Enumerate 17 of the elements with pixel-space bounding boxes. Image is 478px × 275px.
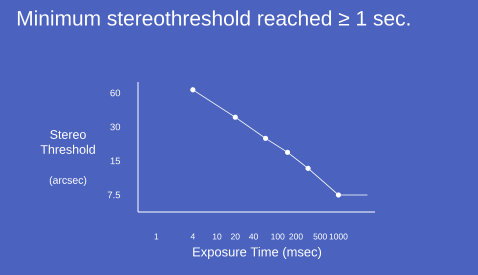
x-tick-label: 40 (249, 234, 258, 240)
y-tick-label: 60 (110, 90, 120, 96)
x-tick-label: 200 (289, 234, 303, 240)
x-tick-label: 10 (212, 234, 222, 240)
x-tick-label: 4 (190, 234, 195, 240)
x-tick-label: 500 (313, 234, 327, 240)
x-axis-title: Exposure Time (msec) (193, 246, 322, 260)
y-tick-label: 30 (110, 124, 120, 130)
y-tick-label: 15 (110, 158, 120, 164)
text: (arcsec) (50, 176, 86, 186)
x-tick-label: 1000 (330, 234, 348, 240)
y-axis-title: Stereo Threshold (40, 130, 95, 154)
y-tick-label: 7.5 (108, 192, 120, 198)
chart-title: Minimum stereothreshold reached ≥ 1 sec. (18, 10, 410, 26)
x-tick-label: 100 (271, 234, 284, 240)
x-tick-label: 20 (231, 234, 240, 240)
x-tick-label: 1 (154, 234, 158, 240)
